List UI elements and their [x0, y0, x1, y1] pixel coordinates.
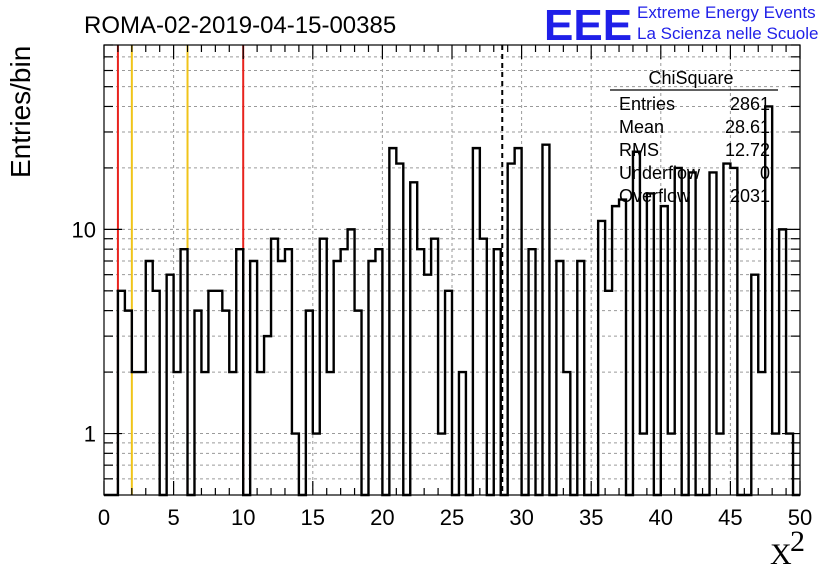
x-tick-label: 0 — [98, 505, 110, 530]
stats-value-entries: 2861 — [730, 94, 770, 114]
stats-box-title: ChiSquare — [648, 68, 733, 88]
stats-value-underflow: 0 — [760, 163, 770, 183]
stats-label-overflow: Overflow — [619, 186, 691, 206]
stats-label-mean: Mean — [619, 117, 664, 137]
chart-title: ROMA-02-2019-04-15-00385 — [84, 12, 396, 39]
eee-logo-mark: EEE — [544, 1, 632, 50]
eee-logo-line1: Extreme Energy Events — [637, 3, 816, 22]
axes: 0 5 10 15 20 25 30 35 40 45 50 1 10 — [72, 44, 812, 530]
eee-logo: EEE Extreme Energy Events La Scienza nel… — [544, 1, 818, 50]
x-tick-label: 40 — [649, 505, 673, 530]
y-tick-label: 1 — [84, 422, 96, 447]
stats-value-mean: 28.61 — [725, 117, 770, 137]
stats-box: ChiSquare Entries 2861 Mean 28.61 RMS 12… — [610, 68, 778, 206]
y-tick-label: 10 — [72, 217, 96, 242]
x-tick-label: 30 — [509, 505, 533, 530]
eee-logo-line2: La Scienza nelle Scuole — [637, 24, 818, 43]
x-tick-label: 45 — [718, 505, 742, 530]
x-axis-title: X 2 — [770, 525, 805, 571]
stats-value-overflow: 2031 — [730, 186, 770, 206]
x-tick-label: 35 — [579, 505, 603, 530]
x-tick-label: 5 — [167, 505, 179, 530]
stats-value-rms: 12.72 — [725, 140, 770, 160]
x-tick-label: 10 — [231, 505, 255, 530]
x-tick-label: 15 — [301, 505, 325, 530]
x-axis-title-superscript: 2 — [790, 525, 805, 558]
y-axis-title: Entries/bin — [5, 46, 36, 178]
histogram-line — [104, 105, 800, 497]
x-tick-label: 25 — [440, 505, 464, 530]
stats-label-underflow: Underflow — [619, 163, 701, 183]
x-tick-label: 50 — [788, 505, 812, 530]
x-tick-label: 20 — [370, 505, 394, 530]
stats-label-entries: Entries — [619, 94, 675, 114]
x-axis-title-base: X — [770, 538, 792, 571]
stats-label-rms: RMS — [619, 140, 659, 160]
